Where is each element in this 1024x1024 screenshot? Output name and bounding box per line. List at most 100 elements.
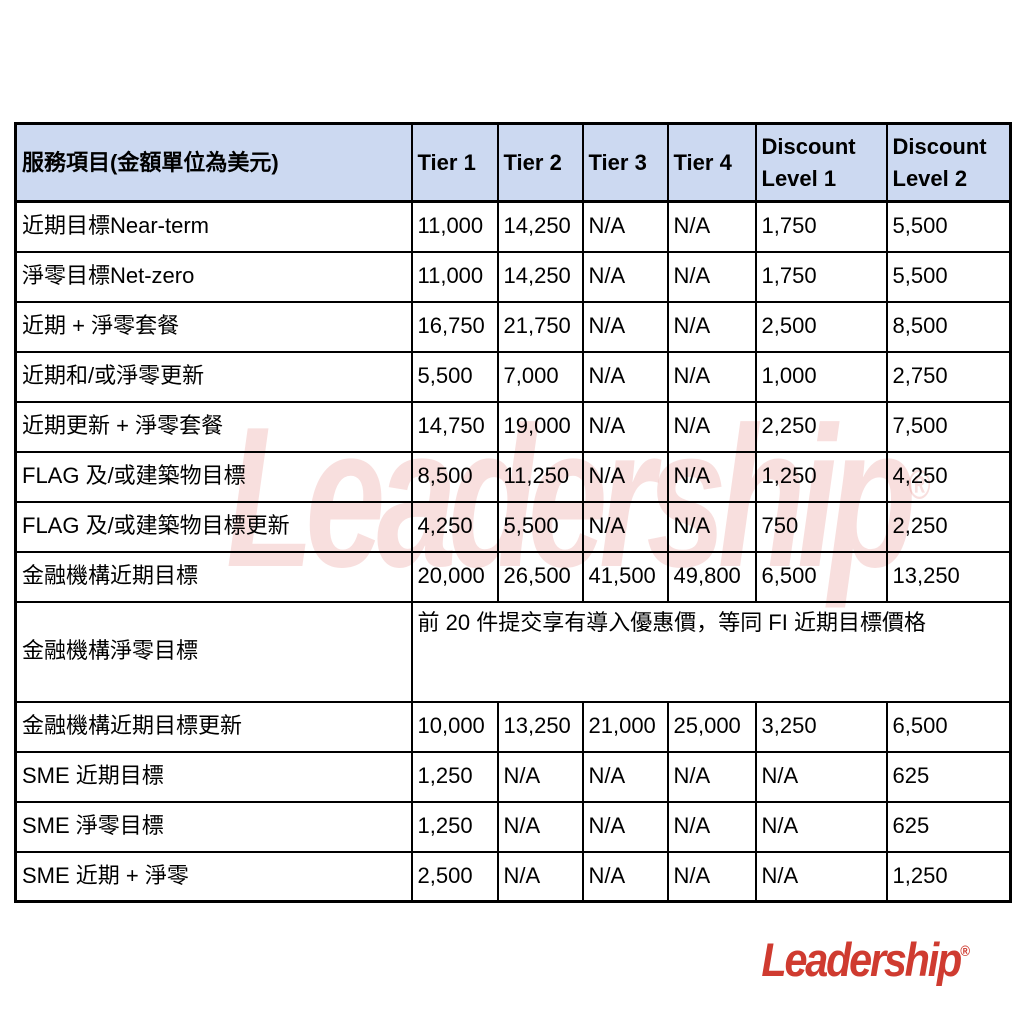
price-cell: 2,500 — [410, 850, 499, 903]
price-cell: N/A — [666, 850, 757, 903]
price-cell: 5,500 — [496, 500, 584, 553]
column-header: Discount Level 2 — [885, 122, 1012, 203]
table-row: 近期更新 + 淨零套餐 14,750 19,000 N/A N/A 2,250 7,500 — [14, 400, 1012, 453]
price-cell: 5,500 — [885, 250, 1012, 303]
price-cell: 16,750 — [410, 300, 499, 353]
price-cell: 2,250 — [754, 400, 888, 453]
price-cell: 7,000 — [496, 350, 584, 403]
price-cell: 13,250 — [885, 550, 1012, 603]
table-row: 金融機構淨零目標前 20 件提交享有導入優惠價，等同 FI 近期目標價格 — [14, 600, 1012, 703]
price-cell: N/A — [666, 300, 757, 353]
price-cell: 11,250 — [496, 450, 584, 503]
table-row: 淨零目標Net-zero 11,000 14,250 N/A N/A 1,750 5,500 — [14, 250, 1012, 303]
price-cell: 14,250 — [496, 200, 584, 253]
price-cell: 1,250 — [410, 750, 499, 803]
price-cell: N/A — [581, 350, 669, 403]
price-cell: N/A — [666, 350, 757, 403]
price-cell: N/A — [754, 750, 888, 803]
price-cell: N/A — [581, 250, 669, 303]
table-row: 近期目標Near-term 11,000 14,250 N/A N/A 1,750 5,50… — [14, 200, 1012, 253]
price-cell: 750 — [754, 500, 888, 553]
price-cell: N/A — [581, 400, 669, 453]
price-cell: N/A — [581, 750, 669, 803]
price-cell: N/A — [496, 750, 584, 803]
registered-mark-icon: ® — [960, 943, 970, 960]
price-cell: 8,500 — [885, 300, 1012, 353]
price-cell: 13,250 — [496, 700, 584, 753]
table-row: FLAG 及/或建築物目標 8,500 11,250 N/A N/A 1,250 4,250 — [14, 450, 1012, 503]
price-cell: 6,500 — [885, 700, 1012, 753]
table-row: SME 近期 + 淨零 2,500 N/A N/A N/A N/A 1,250 — [14, 850, 1012, 903]
price-cell: 625 — [885, 750, 1012, 803]
brand-logo: Leadership® — [762, 936, 970, 983]
column-header: Tier 2 — [496, 122, 584, 203]
table-row: 金融機構近期目標 20,000 26,500 41,500 49,800 6,500 13,… — [14, 550, 1012, 603]
price-cell: 2,750 — [885, 350, 1012, 403]
price-cell: 41,500 — [581, 550, 669, 603]
row-label: 近期和/或淨零更新 — [14, 350, 413, 403]
price-cell: 8,500 — [410, 450, 499, 503]
table-row: 金融機構近期目標更新 10,000 13,250 21,000 25,000 3,250 6… — [14, 700, 1012, 753]
table-row: SME 近期目標 1,250 N/A N/A N/A N/A 625 — [14, 750, 1012, 803]
row-label: 近期 + 淨零套餐 — [14, 300, 413, 353]
price-cell: N/A — [666, 750, 757, 803]
price-cell: 6,500 — [754, 550, 888, 603]
price-cell: N/A — [754, 850, 888, 903]
row-label: 金融機構近期目標 — [14, 550, 413, 603]
price-cell: 19,000 — [496, 400, 584, 453]
price-cell: 49,800 — [666, 550, 757, 603]
price-cell: N/A — [581, 200, 669, 253]
price-cell: 1,750 — [754, 200, 888, 253]
price-cell: 5,500 — [410, 350, 499, 403]
row-label: 金融機構淨零目標 — [14, 600, 413, 703]
row-label: 淨零目標Net-zero — [14, 250, 413, 303]
price-cell: N/A — [581, 800, 669, 853]
table-row: FLAG 及/或建築物目標更新 4,250 5,500 N/A N/A 750 2,250 — [14, 500, 1012, 553]
price-cell: N/A — [666, 250, 757, 303]
price-cell: 14,250 — [496, 250, 584, 303]
price-cell: 11,000 — [410, 250, 499, 303]
row-label: SME 近期目標 — [14, 750, 413, 803]
price-cell: 1,250 — [885, 850, 1012, 903]
row-label: SME 近期 + 淨零 — [14, 850, 413, 903]
price-cell: N/A — [666, 800, 757, 853]
table-body: 近期目標Near-term 11,000 14,250 N/A N/A 1,750 5,50… — [14, 200, 1012, 903]
price-cell: 11,000 — [410, 200, 499, 253]
price-cell: 10,000 — [410, 700, 499, 753]
price-cell: 4,250 — [885, 450, 1012, 503]
price-cell: N/A — [581, 300, 669, 353]
price-cell: 26,500 — [496, 550, 584, 603]
price-cell: 21,000 — [581, 700, 669, 753]
column-header: Tier 1 — [410, 122, 499, 203]
price-cell: 2,500 — [754, 300, 888, 353]
price-cell: N/A — [581, 850, 669, 903]
row-label: FLAG 及/或建築物目標更新 — [14, 500, 413, 553]
table-row: 近期和/或淨零更新 5,500 7,000 N/A N/A 1,000 2,750 — [14, 350, 1012, 403]
price-cell: 21,750 — [496, 300, 584, 353]
column-header: Discount Level 1 — [754, 122, 888, 203]
column-header: 服務項目(金額單位為美元) — [14, 122, 413, 203]
price-cell: 1,250 — [410, 800, 499, 853]
row-label: 金融機構近期目標更新 — [14, 700, 413, 753]
table-row: 近期 + 淨零套餐 16,750 21,750 N/A N/A 2,500 8,500 — [14, 300, 1012, 353]
price-cell: N/A — [581, 450, 669, 503]
price-cell: 7,500 — [885, 400, 1012, 453]
price-cell: 1,250 — [754, 450, 888, 503]
price-cell: 14,750 — [410, 400, 499, 453]
price-cell: N/A — [666, 200, 757, 253]
price-cell: 5,500 — [885, 200, 1012, 253]
price-cell: N/A — [754, 800, 888, 853]
row-label: 近期更新 + 淨零套餐 — [14, 400, 413, 453]
price-cell: N/A — [496, 800, 584, 853]
brand-logo-text: Leadership — [761, 933, 963, 986]
price-cell: 2,250 — [885, 500, 1012, 553]
row-label: SME 淨零目標 — [14, 800, 413, 853]
price-cell: 1,000 — [754, 350, 888, 403]
price-cell: 3,250 — [754, 700, 888, 753]
price-cell: 1,750 — [754, 250, 888, 303]
row-label: 近期目標Near-term — [14, 200, 413, 253]
table-row: SME 淨零目標 1,250 N/A N/A N/A N/A 625 — [14, 800, 1012, 853]
row-label: FLAG 及/或建築物目標 — [14, 450, 413, 503]
price-cell: 625 — [885, 800, 1012, 853]
price-cell: N/A — [581, 500, 669, 553]
